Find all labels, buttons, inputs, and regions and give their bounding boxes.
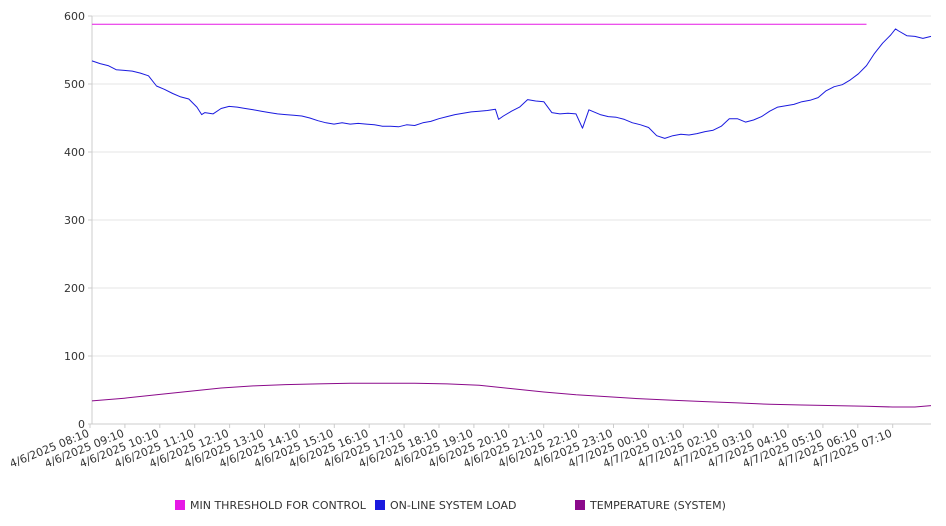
series-line-2 [91, 382, 932, 408]
legend-label: MIN THRESHOLD FOR CONTROL [190, 499, 367, 512]
series-lines [91, 23, 932, 408]
x-tick-labels: 4/6/2025 08:104/6/2025 09:104/6/2025 10:… [8, 427, 894, 471]
legend-item[interactable]: ON-LINE SYSTEM LOAD [375, 499, 516, 512]
legend-swatch [375, 500, 385, 510]
axes [91, 16, 931, 425]
y-tick-label: 0 [78, 418, 85, 431]
y-tick-label: 200 [64, 282, 85, 295]
y-tick-label: 600 [64, 10, 85, 23]
grid-lines [88, 15, 931, 428]
legend-swatch [175, 500, 185, 510]
y-tick-label: 100 [64, 350, 85, 363]
legend-item[interactable]: TEMPERATURE (SYSTEM) [575, 499, 726, 512]
series-line-1 [91, 28, 932, 139]
legend-label: TEMPERATURE (SYSTEM) [589, 499, 726, 512]
legend-swatch [575, 500, 585, 510]
legend[interactable]: MIN THRESHOLD FOR CONTROL ON-LINE SYSTEM … [175, 499, 726, 512]
y-tick-label: 500 [64, 78, 85, 91]
y-tick-label: 300 [64, 214, 85, 227]
y-tick-label: 400 [64, 146, 85, 159]
legend-label: ON-LINE SYSTEM LOAD [390, 499, 516, 512]
legend-item[interactable]: MIN THRESHOLD FOR CONTROL [175, 499, 367, 512]
y-tick-labels: 0 100 200 300 400 500 600 [64, 10, 85, 431]
